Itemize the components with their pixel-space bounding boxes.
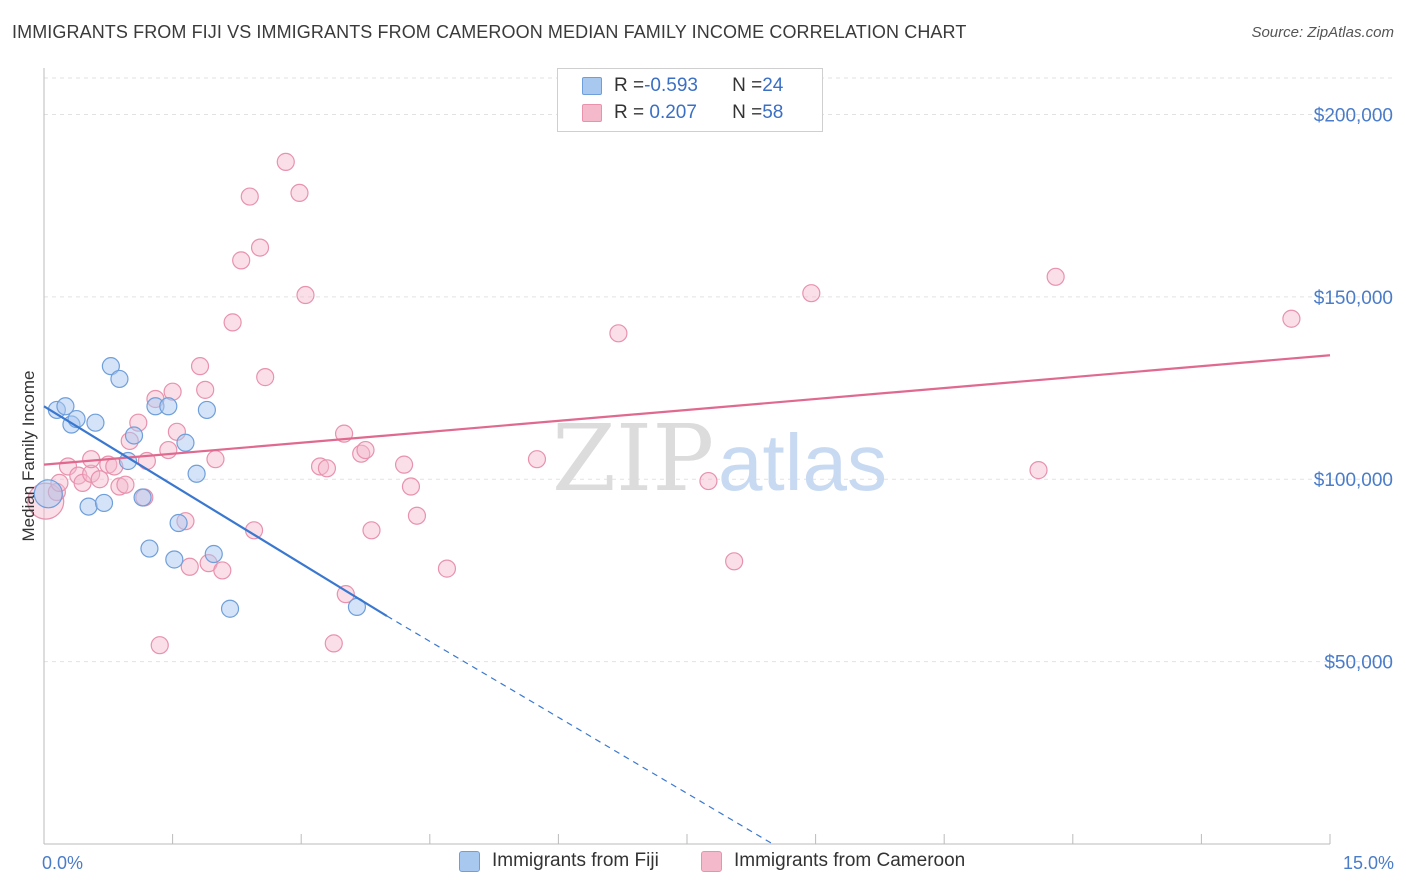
y-tick-labels: $50,000 $100,000 $150,000 $200,000 bbox=[1314, 105, 1393, 673]
legend-n-value: 24 bbox=[762, 75, 784, 96]
legend-r-value: 0.207 bbox=[644, 102, 697, 123]
cameroon-point bbox=[190, 357, 210, 376]
watermark-zip: ZIP bbox=[552, 405, 714, 512]
fiji-point bbox=[187, 464, 206, 483]
legend-n-label: N = bbox=[732, 102, 763, 123]
axes bbox=[43, 68, 1331, 845]
cameroon-point bbox=[336, 585, 355, 604]
trend-lines bbox=[43, 354, 1331, 845]
x-tick-label: 0.0% bbox=[42, 853, 83, 873]
fiji-point bbox=[94, 493, 114, 513]
fiji-point bbox=[110, 369, 129, 389]
fiji-point bbox=[79, 497, 98, 516]
cameroon-point bbox=[317, 459, 337, 478]
cameroon-points bbox=[27, 152, 1301, 655]
fiji-point bbox=[176, 433, 195, 452]
series-swatch-cameroon bbox=[701, 850, 722, 872]
cameroon-point bbox=[90, 470, 109, 489]
cameroon-point bbox=[609, 324, 628, 343]
cameroon-point bbox=[407, 506, 427, 525]
series-legend-cameroon-label: Immigrants from Cameroon bbox=[734, 850, 966, 871]
cameroon-point bbox=[276, 152, 295, 171]
cameroon-point bbox=[725, 552, 744, 571]
cameroon-point bbox=[1282, 309, 1301, 328]
y-tick-label: $150,000 bbox=[1314, 288, 1393, 309]
series-legend-cameroon[interactable]: Immigrants from Cameroon bbox=[701, 850, 965, 872]
cameroon-point bbox=[1029, 461, 1048, 480]
cameroon-point bbox=[290, 183, 309, 202]
fiji-point bbox=[124, 426, 144, 445]
x-tick-label: 15.0% bbox=[1343, 853, 1394, 873]
fiji-trend-line bbox=[43, 405, 388, 617]
cameroon-point bbox=[196, 380, 215, 399]
source-label: Source: ZipAtlas.com bbox=[1251, 24, 1394, 41]
x-tick-labels: 0.0% 15.0% bbox=[42, 853, 1394, 873]
y-axis-label: Median Family Income bbox=[19, 370, 38, 541]
series-legend: Immigrants from Fiji Immigrants from Cam… bbox=[0, 850, 1406, 878]
fiji-point bbox=[133, 488, 152, 507]
series-legend-fiji-label: Immigrants from Fiji bbox=[492, 850, 659, 871]
cameroon-point bbox=[401, 477, 421, 496]
cameroon-point bbox=[802, 284, 821, 303]
fiji-points bbox=[33, 357, 367, 618]
fiji-point bbox=[204, 544, 223, 564]
legend-row-fiji: R = -0.593 N = 24 bbox=[582, 74, 783, 98]
cameroon-point bbox=[250, 238, 270, 257]
fiji-point bbox=[101, 357, 120, 376]
legend-r-label: R = bbox=[614, 102, 645, 123]
cameroon-trend-line bbox=[43, 354, 1331, 466]
fiji-point bbox=[33, 479, 63, 509]
cameroon-point bbox=[116, 475, 135, 494]
cameroon-point bbox=[180, 557, 199, 576]
fiji-trend-extension bbox=[386, 615, 774, 845]
y-tick-label: $50,000 bbox=[1324, 653, 1393, 674]
fiji-point bbox=[86, 413, 105, 432]
fiji-point bbox=[197, 400, 216, 420]
y-tick-label: $200,000 bbox=[1314, 105, 1393, 126]
legend-r-value: -0.593 bbox=[644, 75, 698, 96]
correlation-legend: R = -0.593 N = 24 R = 0.207 N = 58 bbox=[557, 68, 823, 132]
cameroon-point bbox=[159, 440, 178, 460]
series-legend-fiji[interactable]: Immigrants from Fiji bbox=[459, 850, 659, 872]
fiji-point bbox=[220, 599, 240, 618]
fiji-point bbox=[56, 397, 75, 416]
legend-n-label: N = bbox=[732, 75, 763, 96]
cameroon-point bbox=[699, 471, 718, 491]
cameroon-point bbox=[223, 313, 242, 332]
cameroon-point bbox=[213, 561, 232, 580]
cameroon-point bbox=[324, 634, 343, 653]
cameroon-point bbox=[437, 559, 457, 578]
cameroon-point bbox=[310, 457, 330, 476]
cameroon-point bbox=[356, 440, 375, 460]
cameroon-point bbox=[240, 187, 259, 206]
legend-r-label: R = bbox=[614, 75, 645, 96]
watermark-atlas: atlas bbox=[718, 418, 887, 507]
fiji-point bbox=[169, 513, 188, 533]
legend-swatch-fiji bbox=[582, 77, 602, 95]
cameroon-point bbox=[206, 450, 225, 469]
cameroon-point bbox=[296, 285, 315, 305]
legend-row-cameroon: R = 0.207 N = 58 bbox=[582, 101, 783, 125]
cameroon-point bbox=[232, 251, 251, 270]
cameroon-point bbox=[256, 368, 275, 387]
legend-swatch-cameroon bbox=[582, 104, 602, 122]
grid-lines bbox=[44, 77, 1393, 663]
legend-n-value: 58 bbox=[762, 102, 784, 123]
y-tick-label: $100,000 bbox=[1314, 470, 1393, 491]
cameroon-point bbox=[150, 636, 169, 655]
watermark: ZIP atlas bbox=[552, 405, 887, 512]
fiji-point bbox=[159, 397, 178, 416]
chart-title: IMMIGRANTS FROM FIJI VS IMMIGRANTS FROM … bbox=[12, 22, 967, 42]
fiji-point bbox=[165, 550, 184, 569]
cameroon-point bbox=[362, 521, 381, 540]
cameroon-point bbox=[527, 450, 547, 469]
fiji-point bbox=[140, 539, 159, 558]
cameroon-point bbox=[394, 455, 414, 474]
series-swatch-fiji bbox=[459, 850, 480, 872]
cameroon-point bbox=[1046, 267, 1065, 286]
